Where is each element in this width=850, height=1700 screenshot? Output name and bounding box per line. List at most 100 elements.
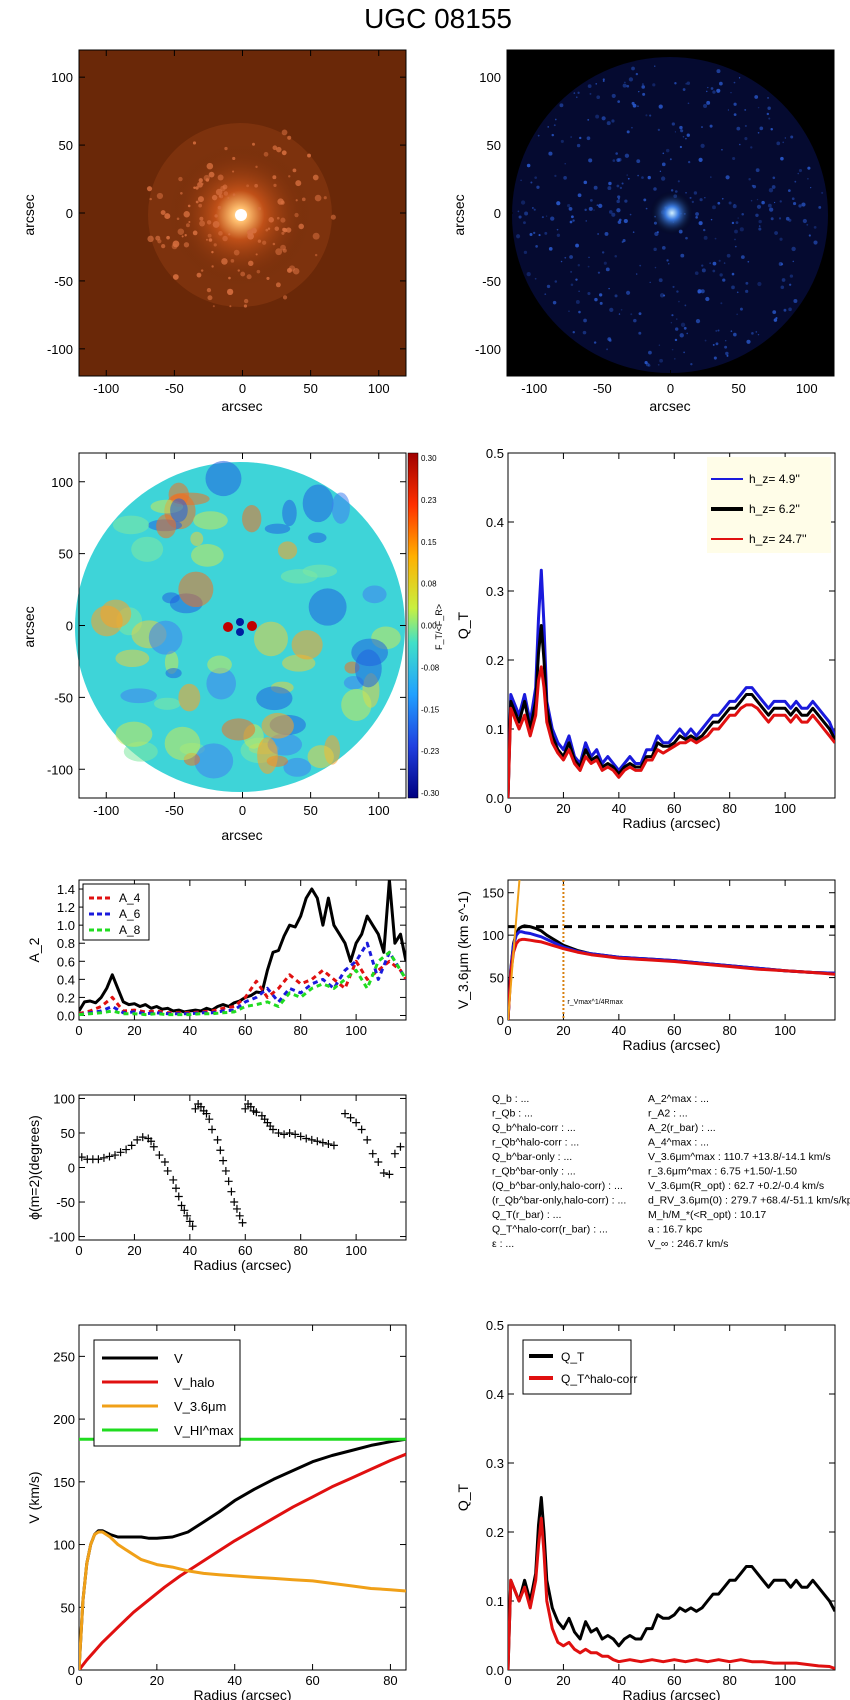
- data-point: [149, 1142, 158, 1151]
- data-point: [171, 1184, 180, 1193]
- speckle: [768, 188, 774, 193]
- legend-box: [522, 1339, 632, 1395]
- speckle: [228, 276, 231, 280]
- speckle: [790, 135, 794, 139]
- speckle: [704, 339, 707, 342]
- speckle: [538, 234, 541, 237]
- speckle: [146, 186, 153, 192]
- speckle: [785, 216, 790, 221]
- data-point: [302, 1134, 311, 1143]
- image-1-ylabel: arcsec: [21, 194, 37, 235]
- force-blob: [283, 757, 312, 777]
- speckle: [725, 340, 727, 342]
- data-point: [291, 1130, 300, 1139]
- speckle: [292, 168, 297, 173]
- speckle: [534, 176, 538, 180]
- plot-area: [79, 1437, 406, 1670]
- x-tick-label: 40: [183, 1243, 197, 1258]
- speckle: [750, 146, 753, 149]
- x-tick-label: 80: [722, 801, 736, 816]
- panel-force-map: 0.30 0.23 0.15 0.08 0.00 -0.08 -0.15 -0.23 -0.30…: [21, 452, 444, 843]
- speckle: [263, 151, 269, 157]
- speckle: [178, 176, 183, 182]
- speckle: [211, 194, 218, 201]
- speckle: [587, 265, 590, 268]
- speckle: [631, 126, 633, 129]
- speckle: [579, 136, 582, 140]
- y-tick-label: 100: [51, 475, 73, 490]
- x-tick-label: -50: [165, 803, 184, 818]
- speckle: [657, 128, 661, 132]
- y-tick-label: -100: [47, 762, 73, 777]
- force-blob: [164, 726, 201, 761]
- speckle: [206, 162, 214, 170]
- speckle: [818, 205, 822, 209]
- x-tick-label: 80: [383, 1673, 397, 1688]
- speckle: [599, 301, 603, 305]
- speckle: [227, 196, 230, 200]
- data-point: [379, 1169, 388, 1178]
- data-point: [169, 1175, 178, 1184]
- y-tick-label: 0.0: [57, 1008, 75, 1023]
- speckle: [520, 200, 526, 205]
- data-point: [363, 1135, 372, 1144]
- speckle: [704, 197, 706, 199]
- force-blob: [308, 532, 327, 544]
- speckle: [705, 296, 710, 302]
- speckle: [281, 231, 285, 235]
- speckle: [679, 333, 684, 338]
- speckle: [554, 174, 557, 178]
- x-tick-label: -50: [593, 381, 612, 396]
- speckle: [201, 182, 204, 186]
- speckle: [669, 158, 672, 161]
- speckle: [709, 124, 713, 128]
- force-core-red: [223, 622, 233, 632]
- force-blob: [205, 460, 242, 497]
- speckle: [780, 156, 784, 161]
- speckle: [674, 82, 677, 85]
- series-line-v2: [508, 930, 835, 1020]
- speckle: [657, 363, 660, 366]
- speckle: [551, 133, 555, 137]
- speckle: [626, 174, 628, 176]
- speckle: [689, 196, 692, 199]
- plot-frame: [78, 1324, 407, 1671]
- speckle: [806, 223, 809, 226]
- colorbar-tick-label: -0.08: [421, 663, 440, 672]
- speckle: [687, 102, 690, 105]
- speckle: [685, 137, 687, 140]
- speckle: [759, 126, 764, 131]
- speckle: [713, 356, 717, 360]
- data-point: [246, 1102, 255, 1111]
- force-blob: [221, 718, 256, 741]
- speckle: [576, 143, 581, 148]
- speckle: [255, 253, 258, 256]
- x-tick-label: -100: [93, 381, 119, 396]
- x-tick-label: 0: [239, 803, 246, 818]
- speckle: [617, 220, 622, 224]
- speckle: [720, 302, 723, 305]
- speckle: [554, 118, 557, 121]
- speckle: [529, 232, 533, 236]
- speckle: [255, 165, 258, 169]
- speckle: [606, 121, 611, 126]
- speckle: [670, 189, 674, 192]
- speckle: [629, 213, 632, 216]
- speckle: [658, 278, 663, 283]
- speckle: [185, 223, 190, 228]
- force-blob: [170, 498, 188, 523]
- speckle: [248, 260, 254, 267]
- speckle: [733, 113, 737, 116]
- force-blob: [190, 531, 204, 546]
- force-core-red: [247, 621, 257, 631]
- speckle: [612, 159, 616, 162]
- speckle: [659, 170, 662, 173]
- speckle: [686, 81, 691, 85]
- speckle: [200, 269, 204, 272]
- data-point: [285, 1128, 294, 1137]
- force-blob: [261, 712, 294, 739]
- data-point: [79, 1153, 86, 1162]
- speckle: [164, 213, 171, 220]
- y-axis-label: V (km/s): [26, 1471, 42, 1523]
